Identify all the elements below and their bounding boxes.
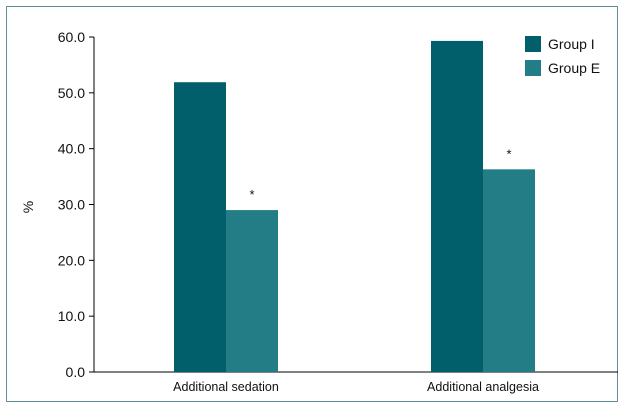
bar-group-i-1 [431, 40, 483, 373]
annotations: ** [249, 146, 511, 202]
y-tick-label: 20.0 [58, 252, 85, 268]
y-tick-label: 10.0 [58, 308, 85, 324]
y-axis: 0.0 10.0 20.0 30.0 40.0 50.0 60.0 [58, 29, 95, 380]
y-tick-label: 60.0 [58, 29, 85, 45]
x-axis: Additional sedation Additional analgesia [94, 371, 618, 394]
legend-label: Group E [548, 60, 600, 76]
y-tick-label: 50.0 [58, 85, 85, 101]
x-tick-label: Additional analgesia [427, 380, 539, 394]
y-tick-label: 0.0 [66, 364, 86, 380]
y-axis-label: % [20, 201, 36, 213]
bar-group-e-0 [226, 210, 278, 372]
significance-marker: * [249, 187, 254, 202]
y-tick-label: 40.0 [58, 141, 85, 157]
legend-label: Group I [548, 36, 595, 52]
y-tick-label: 30.0 [58, 197, 85, 213]
legend-swatch [525, 60, 541, 76]
bar-group-e-1 [483, 169, 535, 372]
significance-marker: * [506, 146, 511, 161]
bars [174, 40, 535, 373]
legend: Group I Group E [525, 36, 600, 76]
bar-group-i-0 [174, 82, 226, 372]
legend-swatch [525, 36, 541, 52]
x-tick-label: Additional sedation [173, 380, 279, 394]
